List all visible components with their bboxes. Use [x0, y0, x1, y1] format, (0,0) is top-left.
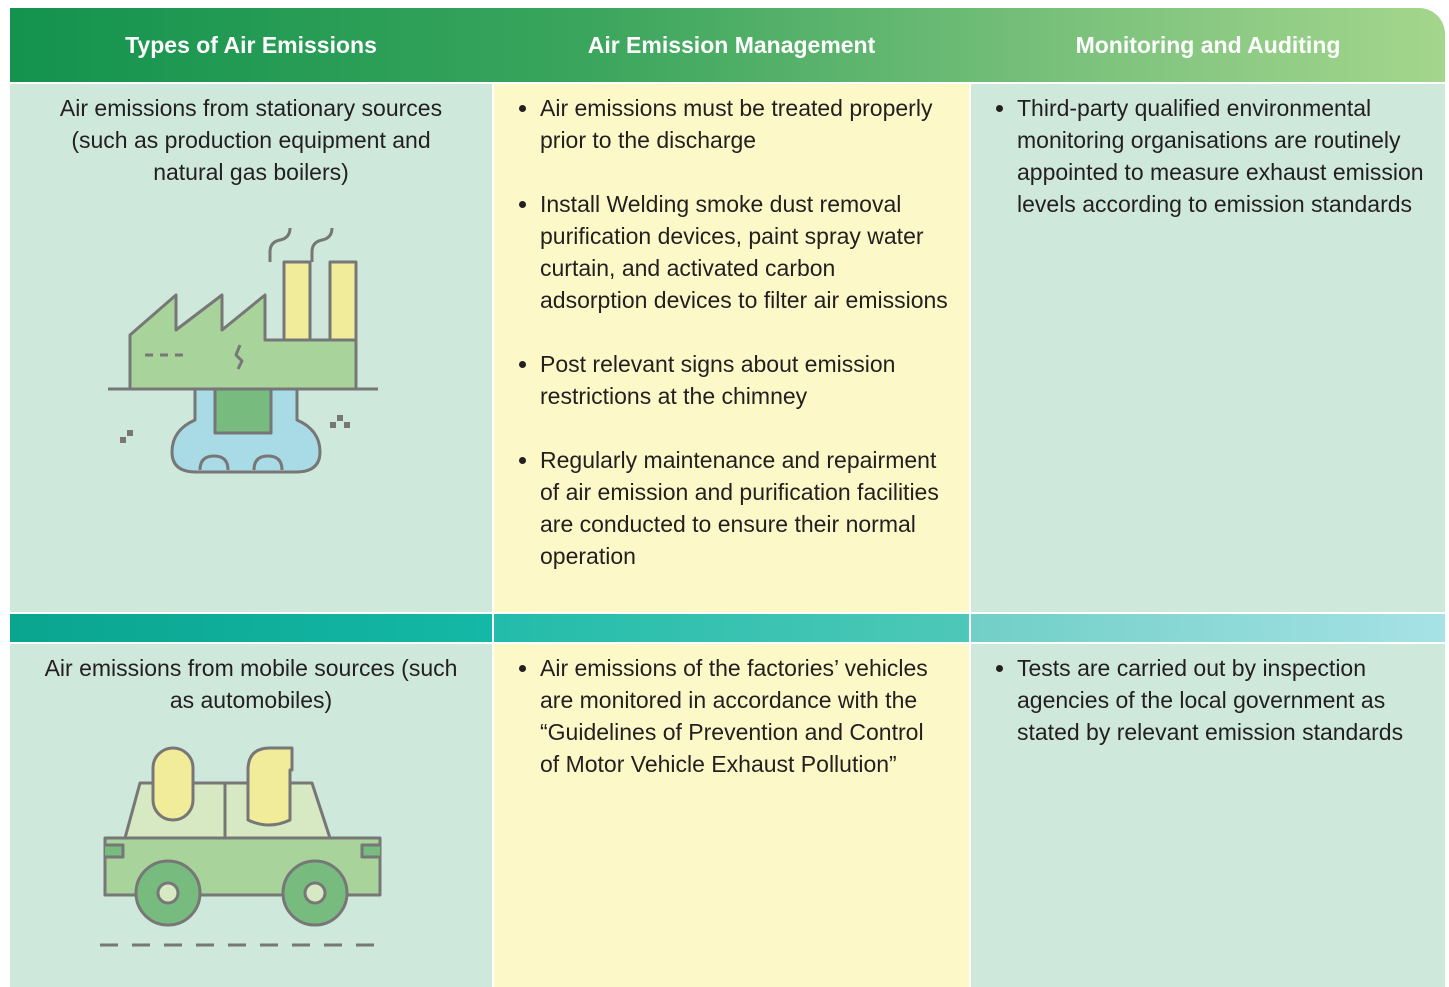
bullet-item: Third-party qualified environmental moni…: [1017, 92, 1425, 220]
type-cell: Air emissions from stationary sources (s…: [10, 84, 492, 612]
type-text: Air emissions from stationary sources (s…: [60, 95, 442, 185]
row-separator: [10, 614, 492, 642]
monitoring-list: Third-party qualified environmental moni…: [971, 84, 1445, 220]
bullet-item: Air emissions of the factories’ vehicles…: [540, 652, 949, 780]
management-cell: Air emissions must be treated properly p…: [494, 84, 969, 612]
management-cell: Air emissions of the factories’ vehicles…: [494, 644, 969, 987]
monitoring-list: Tests are carried out by inspection agen…: [971, 644, 1445, 748]
bullet-item: Tests are carried out by inspection agen…: [1017, 652, 1425, 748]
row-separator: [971, 614, 1445, 642]
management-list: Air emissions must be treated properly p…: [494, 84, 969, 572]
bullet-item: Install Welding smoke dust removal purif…: [540, 188, 949, 316]
column-header: Air Emission Management: [494, 8, 969, 82]
bullet-item: Regularly maintenance and repairment of …: [540, 444, 949, 572]
bullet-item: Post relevant signs about emission restr…: [540, 348, 949, 412]
row-separator: [494, 614, 969, 642]
bullet-item: Air emissions must be treated properly p…: [540, 92, 949, 156]
type-cell: Air emissions from mobile sources (such …: [10, 644, 492, 987]
page: Types of Air Emissions Air Emission Mana…: [0, 0, 1449, 987]
column-header: Monitoring and Auditing: [971, 8, 1445, 82]
monitoring-cell: Tests are carried out by inspection agen…: [971, 644, 1445, 987]
monitoring-cell: Third-party qualified environmental moni…: [971, 84, 1445, 612]
management-list: Air emissions of the factories’ vehicles…: [494, 644, 969, 780]
type-text: Air emissions from mobile sources (such …: [45, 655, 458, 713]
column-header: Types of Air Emissions: [10, 8, 492, 82]
